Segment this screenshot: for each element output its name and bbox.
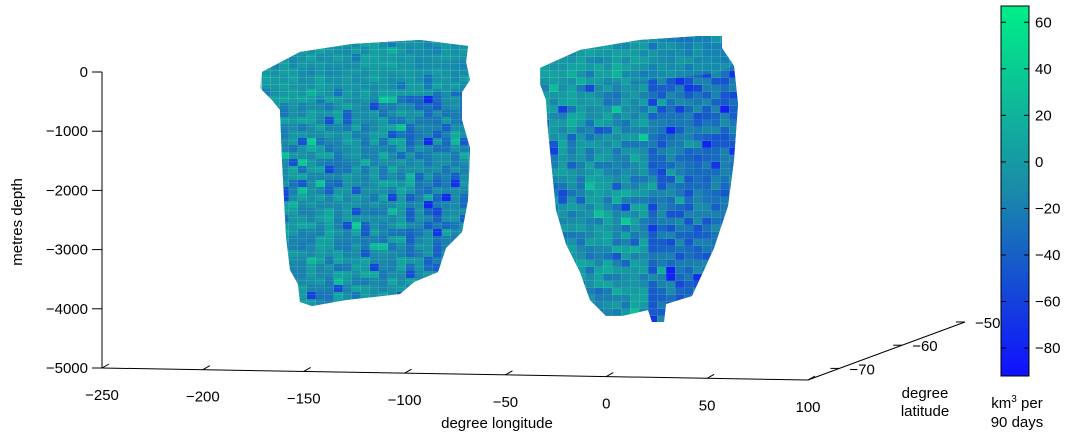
depth-tick-label: −4000 <box>46 301 88 318</box>
longitude-tick-label: −150 <box>287 390 321 407</box>
east-block <box>540 36 738 322</box>
latitude-axis-label-line2: latitude <box>901 403 949 420</box>
depth-tick-label: −1000 <box>46 123 88 140</box>
latitude-tick-label: −60 <box>912 338 937 355</box>
colorbar-tick-label: 0 <box>1035 154 1043 171</box>
longitude-tick-mark <box>303 366 311 372</box>
colorbar-label-line2: 90 days <box>991 414 1044 431</box>
latitude-axis-label-line1: degree <box>902 385 949 402</box>
depth-tick-label: 0 <box>80 64 88 81</box>
block-top-grid <box>540 36 734 84</box>
west-block <box>260 40 470 306</box>
longitude-tick-mark <box>202 365 211 371</box>
colorbar-tick-label: 40 <box>1035 61 1052 78</box>
longitude-tick-label: 50 <box>699 397 716 414</box>
longitude-tick-label: 100 <box>795 399 820 416</box>
longitude-tick-mark <box>706 373 715 379</box>
depth-axis-label: metres depth <box>9 178 26 266</box>
longitude-tick-mark <box>606 372 614 378</box>
colorbar-tick-label: 60 <box>1035 14 1052 31</box>
colorbar-tick-label: 20 <box>1035 107 1052 124</box>
depth-tick-label: −3000 <box>46 242 88 259</box>
depth-tick-label: −5000 <box>46 360 88 377</box>
longitude-tick-mark <box>101 363 110 369</box>
longitude-tick-label: −50 <box>493 394 518 411</box>
depth-ticks: 0 −1000 −2000 −3000 −4000 −5000 <box>46 64 102 377</box>
colorbar-tick-label: −80 <box>1035 340 1060 357</box>
longitude-axis-label: degree longitude <box>441 415 553 432</box>
longitude-tick-mark <box>505 370 513 376</box>
colorbar-label-line1: km3 per <box>991 394 1042 412</box>
colorbar-ticks: 60 40 20 0 −20 −40 −60 −80 <box>1001 14 1060 357</box>
longitude-ticks: −250 −200 −150 −100 −50 0 50 100 <box>85 363 821 416</box>
colorbar-gradient <box>1000 5 1030 377</box>
longitude-tick-label: 0 <box>602 396 610 413</box>
colorbar: 60 40 20 0 −20 −40 −60 −80 km3 per 90 days <box>991 5 1060 431</box>
axes-frame <box>101 72 966 381</box>
latitude-axis-line <box>807 321 966 381</box>
colorbar-tick-label: −20 <box>1035 200 1060 217</box>
depth-tick-label: −2000 <box>46 182 88 199</box>
longitude-axis-line <box>101 367 809 381</box>
colorbar-tick-label: −40 <box>1035 247 1060 264</box>
latitude-tick-label: −70 <box>849 361 874 378</box>
voxel-blocks <box>260 36 738 322</box>
latitude-tick-label: −50 <box>975 315 1000 332</box>
latitude-ticks: −70 −60 −50 <box>830 315 1000 378</box>
longitude-tick-label: −100 <box>388 392 422 409</box>
longitude-tick-label: −250 <box>85 387 119 404</box>
block-top-grid <box>260 40 470 100</box>
colorbar-tick-label: −60 <box>1035 294 1060 311</box>
longitude-tick-mark <box>807 375 816 381</box>
longitude-tick-label: −200 <box>186 389 220 406</box>
longitude-tick-mark <box>404 368 412 374</box>
